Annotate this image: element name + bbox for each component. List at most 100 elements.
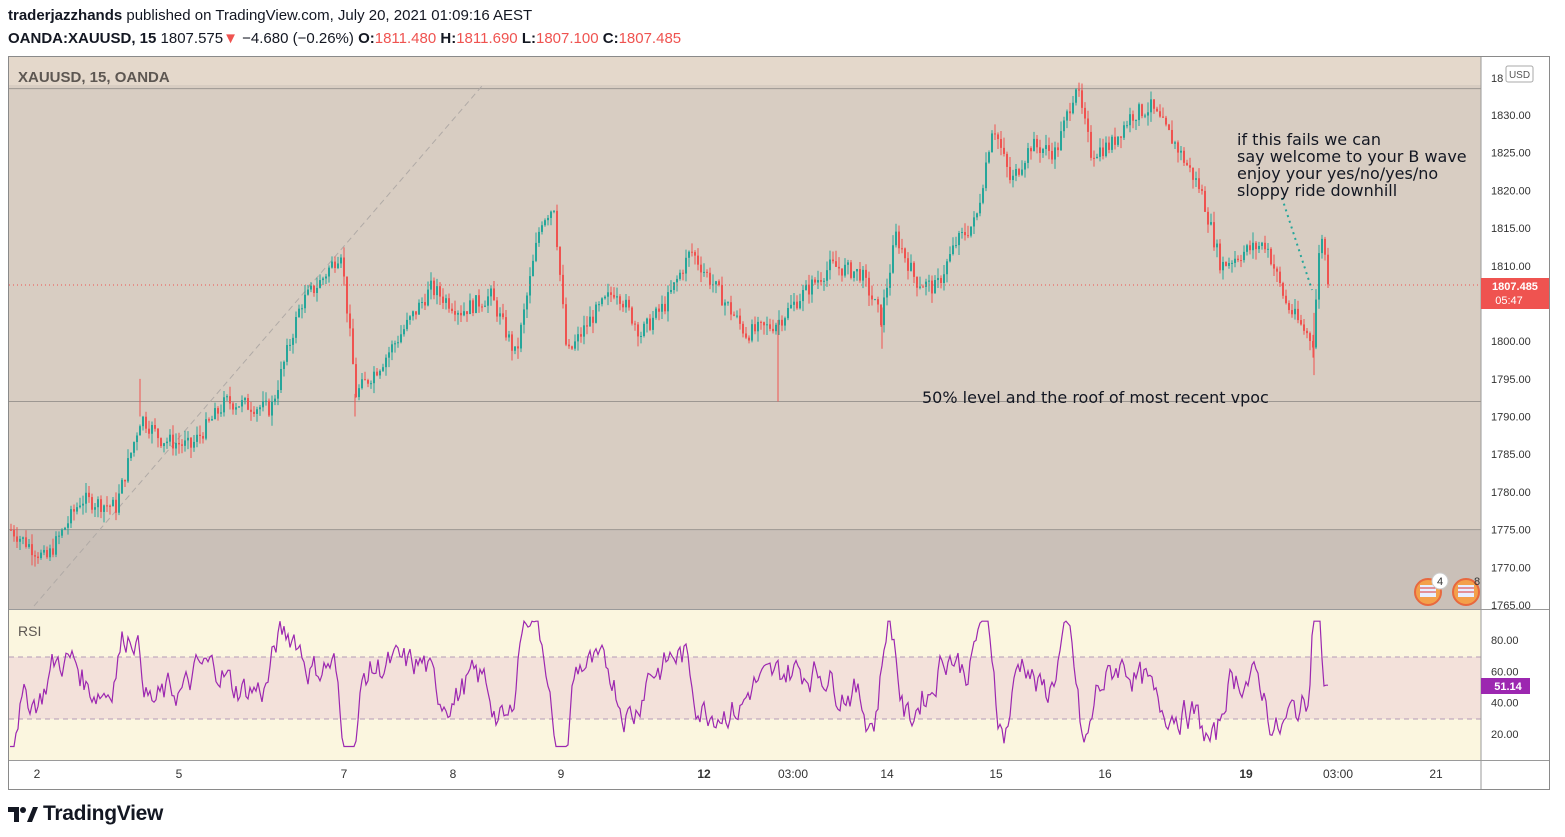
event-flag-us-1[interactable]: 4	[1414, 572, 1449, 606]
candle-body	[238, 406, 240, 408]
candle-body	[217, 408, 219, 414]
candle-body	[505, 317, 507, 338]
pane-legend[interactable]: XAUUSD, 15, OANDA	[18, 69, 170, 86]
candle-body	[349, 313, 351, 329]
candle-body	[1129, 114, 1131, 126]
candle-body	[34, 555, 36, 557]
candle-body	[16, 536, 18, 542]
candle-body	[787, 308, 789, 319]
note-line-3[interactable]: enjoy your yes/no/yes/no	[1237, 164, 1438, 183]
candle-body	[1186, 162, 1188, 166]
candle-body	[685, 257, 687, 274]
candle-body	[1102, 147, 1104, 157]
candle-body	[1066, 111, 1068, 121]
trend-line-dashed[interactable]	[33, 85, 483, 607]
rsi-axis-ticks: 20.00 40.00 60.00 80.00	[1491, 635, 1519, 741]
candle-body	[463, 311, 465, 316]
candle-body	[373, 371, 375, 384]
candle-body	[1171, 129, 1173, 144]
candle-body	[1045, 145, 1047, 150]
rsi-line	[10, 619, 1328, 748]
time-tick: 19	[1239, 767, 1253, 781]
candle-body	[874, 299, 876, 301]
candle-body	[1327, 254, 1329, 285]
candle-body	[865, 269, 867, 278]
note-line-1[interactable]: if this fails we can	[1237, 130, 1381, 149]
candle-body	[145, 416, 147, 429]
candle-body	[679, 272, 681, 279]
candle-body	[88, 492, 90, 498]
time-tick: 21	[1429, 767, 1443, 781]
candle-body	[778, 319, 780, 325]
level-lines[interactable]	[9, 88, 1481, 531]
candle-body	[790, 304, 792, 309]
candle-body	[325, 276, 327, 279]
dotted-path-drawing[interactable]	[1281, 197, 1313, 291]
candle-body	[775, 324, 777, 332]
candle-body	[688, 251, 690, 258]
rsi-legend[interactable]: RSI	[18, 623, 41, 639]
candle-body	[148, 428, 150, 434]
candle-body	[445, 298, 447, 303]
candle-body	[472, 300, 474, 313]
candle-body	[889, 272, 891, 288]
candle-body	[721, 285, 723, 306]
candle-body	[1135, 120, 1137, 122]
candle-body	[523, 309, 525, 325]
candle-body	[511, 334, 513, 351]
author-name[interactable]: traderjazzhands	[8, 7, 123, 24]
candle-body	[181, 444, 183, 446]
candle-body	[418, 302, 420, 315]
candle-body	[1252, 242, 1254, 251]
low-label: L:	[521, 30, 536, 47]
candle-body	[706, 271, 708, 273]
candle-body	[709, 272, 711, 285]
candle-body	[433, 280, 435, 296]
candle-body	[952, 245, 954, 255]
candle-body	[595, 304, 597, 323]
candle-body	[475, 295, 477, 313]
candle-body	[958, 232, 960, 246]
time-axis-ticks: 2 5 7 8 9 12 03:00 14 15 16 19 03:00 21	[34, 767, 1443, 781]
candle-body	[973, 217, 975, 227]
level-note[interactable]: 50% level and the roof of most recent vp…	[922, 388, 1269, 407]
candle-body	[10, 529, 12, 531]
main-pane-bottom-zone	[9, 530, 1481, 609]
price-tick: 1775.00	[1491, 525, 1531, 537]
candle-body	[661, 303, 663, 312]
candle-body	[622, 303, 624, 308]
candle-body	[19, 538, 21, 542]
candle-body	[52, 548, 54, 555]
candle-body	[415, 311, 417, 315]
candle-body	[577, 334, 579, 342]
note-line-2[interactable]: say welcome to your B wave	[1237, 147, 1467, 166]
price-tick: 1815.00	[1491, 223, 1531, 235]
candle-body	[628, 299, 630, 308]
candle-body	[136, 435, 138, 443]
candle-body	[1057, 147, 1059, 151]
price-tick: 1830.00	[1491, 110, 1531, 122]
publish-header: traderjazzhands published on TradingView…	[8, 7, 532, 25]
candle-body	[826, 270, 828, 281]
candle-body	[664, 303, 666, 312]
candle-body	[925, 281, 927, 287]
candle-body	[457, 312, 459, 315]
currency-badge[interactable]	[1505, 65, 1534, 83]
candle-body	[1291, 310, 1293, 315]
event-flag-us-2[interactable]: 8	[1452, 576, 1480, 606]
note-line-4[interactable]: sloppy ride downhill	[1237, 181, 1397, 200]
candle-body	[814, 279, 816, 283]
tradingview-footer[interactable]: TradingView	[8, 802, 163, 826]
candle-body	[169, 434, 171, 442]
candle-body	[226, 396, 228, 398]
candle-body	[640, 335, 642, 337]
candle-body	[235, 407, 237, 410]
candle-body	[919, 286, 921, 288]
candle-body	[343, 257, 345, 277]
candle-body	[451, 308, 453, 312]
rsi-tick: 20.00	[1491, 729, 1519, 741]
candle-body	[532, 260, 534, 277]
candle-body	[880, 304, 882, 326]
candle-body	[28, 544, 30, 547]
